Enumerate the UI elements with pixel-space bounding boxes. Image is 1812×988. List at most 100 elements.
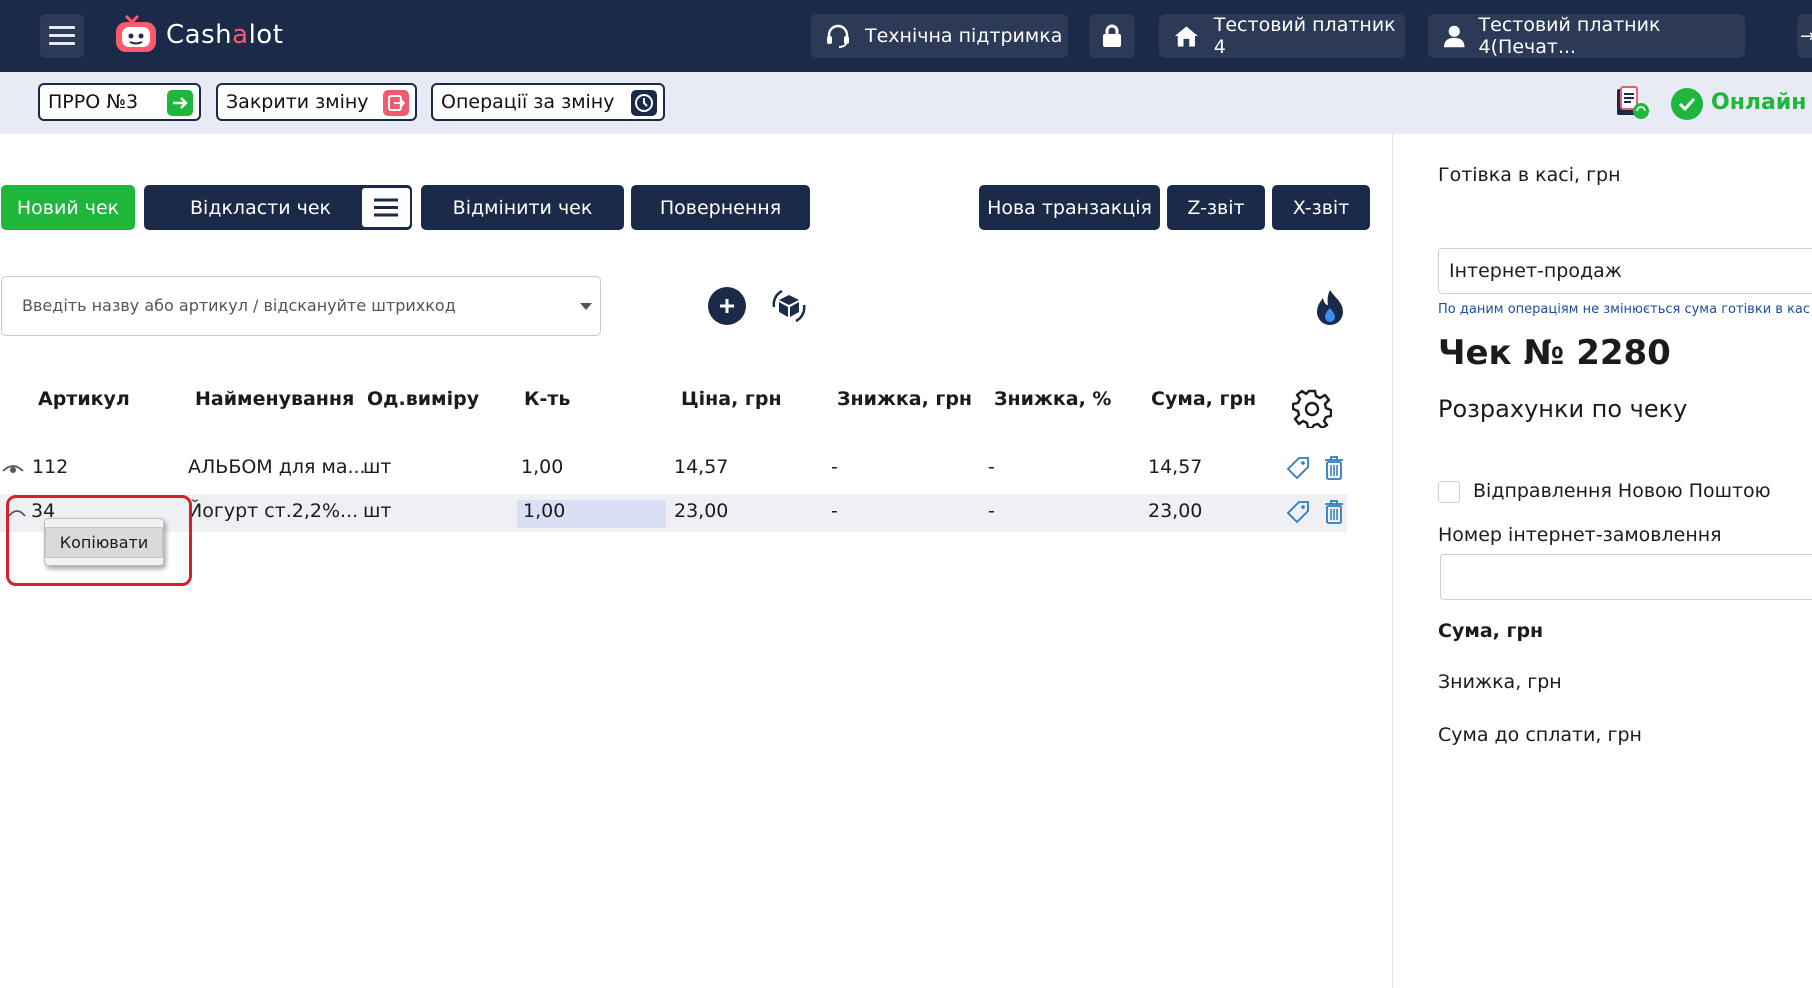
eye-icon[interactable] [8,505,26,517]
tag-icon[interactable] [1286,500,1310,524]
cell-sum: 23,00 [1148,500,1203,522]
cell-discount-pct: - [988,500,995,522]
search-input[interactable] [20,295,564,316]
tag-icon[interactable] [1286,456,1310,480]
product-search[interactable] [1,276,601,336]
cell-name: АЛЬБОМ для ма... [188,456,366,478]
menu-icon-line [49,34,75,37]
eye-icon[interactable] [2,460,24,473]
col-header-price[interactable]: Ціна, грн [681,388,782,410]
new-check-button[interactable]: Новий чек [1,185,135,230]
clock-icon [631,90,657,116]
col-header-unit[interactable]: Од.виміру [367,388,480,410]
cell-article: 34 [31,500,56,522]
copy-label: Копіювати [44,526,164,558]
cell-qty[interactable]: 1,00 [523,500,566,522]
logo-icon [112,12,162,56]
flame-icon[interactable] [1313,288,1347,326]
cell-name: Йогурт ст.2,2%... [188,500,359,522]
discount-label: Знижка, грн [1438,671,1562,693]
cell-discount: - [831,500,838,522]
to-pay-label: Сума до сплати, грн [1438,724,1642,746]
logo-text-accent: a [232,20,249,50]
box-sync-icon[interactable] [768,285,810,327]
sale-type-value: Інтернет-продаж [1449,260,1622,282]
col-header-article[interactable]: Артикул [38,388,130,410]
user-label: Тестовий платник 4(Печат... [1478,14,1661,58]
menu-icon-line [49,42,75,45]
cell-article: 112 [32,456,69,478]
check-subtitle: Розрахунки по чеку [1438,395,1688,423]
shift-operations-label: Операції за зміну [441,91,615,113]
home-icon [1174,26,1198,47]
sum-label: Сума, грн [1438,620,1544,642]
close-shift-button[interactable]: Закрити зміну [216,83,417,121]
sale-type-select[interactable]: Інтернет-продаж [1438,248,1812,294]
cell-price: 23,00 [674,500,729,522]
copy-menu-item[interactable]: Копіювати [44,518,164,566]
table-settings-gear-icon[interactable] [1291,388,1333,430]
list-icon [374,198,398,217]
nova-poshta-label: Відправлення Новою Поштою [1473,480,1771,502]
nova-poshta-checkbox[interactable] [1438,481,1460,503]
user-icon [1444,25,1465,48]
lock-icon [1103,24,1121,47]
close-shift-label: Закрити зміну [226,91,369,113]
company-button[interactable]: Тестовий платник 4 [1159,14,1405,58]
cell-discount-pct: - [988,456,995,478]
panel-divider [1392,134,1393,988]
arrow-right-icon [167,90,193,116]
cell-discount: - [831,456,838,478]
col-header-name[interactable]: Найменування [195,388,355,410]
arrow-icon: → [1800,25,1812,47]
cell-price: 14,57 [674,456,729,478]
user-button[interactable]: Тестовий платник 4(Печат... [1428,14,1745,58]
chevron-down-icon[interactable] [580,303,592,311]
prro-button[interactable]: ПРРО №3 [38,83,201,121]
check-title: Чек № 2280 [1438,333,1671,373]
trash-icon[interactable] [1324,500,1344,524]
plus-icon [720,299,734,313]
x-report-button[interactable]: X-звіт [1272,185,1370,230]
logo-text-part: lot [248,20,284,50]
logo-text-part: Cash [166,20,233,50]
logout-button[interactable]: → [1797,14,1812,58]
order-number-label: Номер інтернет-замовлення [1438,524,1722,546]
cell-sum: 14,57 [1148,456,1203,478]
col-header-qty[interactable]: К-ть [524,388,571,410]
col-header-sum[interactable]: Сума, грн [1151,388,1257,410]
menu-button[interactable] [40,14,84,58]
support-button[interactable]: Технічна підтримка [811,14,1068,58]
z-report-button[interactable]: Z-звіт [1167,185,1265,230]
cancel-check-button[interactable]: Відмінити чек [421,185,624,230]
postponed-list-button[interactable] [361,187,411,228]
add-product-button[interactable] [708,287,746,325]
headset-icon [827,24,849,48]
order-number-input[interactable] [1440,554,1812,600]
menu-icon [49,26,75,29]
shift-operations-button[interactable]: Операції за зміну [431,83,665,121]
exit-icon [383,90,409,116]
logo-text: Cashalot [166,20,283,50]
trash-icon[interactable] [1324,456,1344,480]
cash-label: Готівка в касі, грн [1438,164,1621,186]
receipt-sync-icon[interactable] [1613,85,1651,121]
online-check-icon [1671,88,1703,120]
sale-note: По даним операціям не змінюється сума го… [1438,302,1811,317]
context-menu-highlight [6,495,192,586]
support-label: Технічна підтримка [865,25,1063,47]
postpone-check-label: Відкласти чек [190,196,332,219]
prro-label: ПРРО №3 [48,91,139,113]
col-header-discount[interactable]: Знижка, грн [837,388,973,410]
table-row-selected[interactable] [0,494,1347,532]
lock-button[interactable] [1089,14,1135,58]
qty-field-highlight[interactable] [517,500,666,528]
online-status: Онлайн [1711,90,1807,115]
cell-unit: шт [363,500,392,522]
cell-unit: шт [363,456,392,478]
col-header-discount-pct[interactable]: Знижка, % [994,388,1112,410]
new-transaction-button[interactable]: Нова транзакція [979,185,1160,230]
company-label: Тестовий платник 4 [1213,14,1396,58]
cell-qty[interactable]: 1,00 [521,456,564,478]
return-button[interactable]: Повернення [631,185,810,230]
